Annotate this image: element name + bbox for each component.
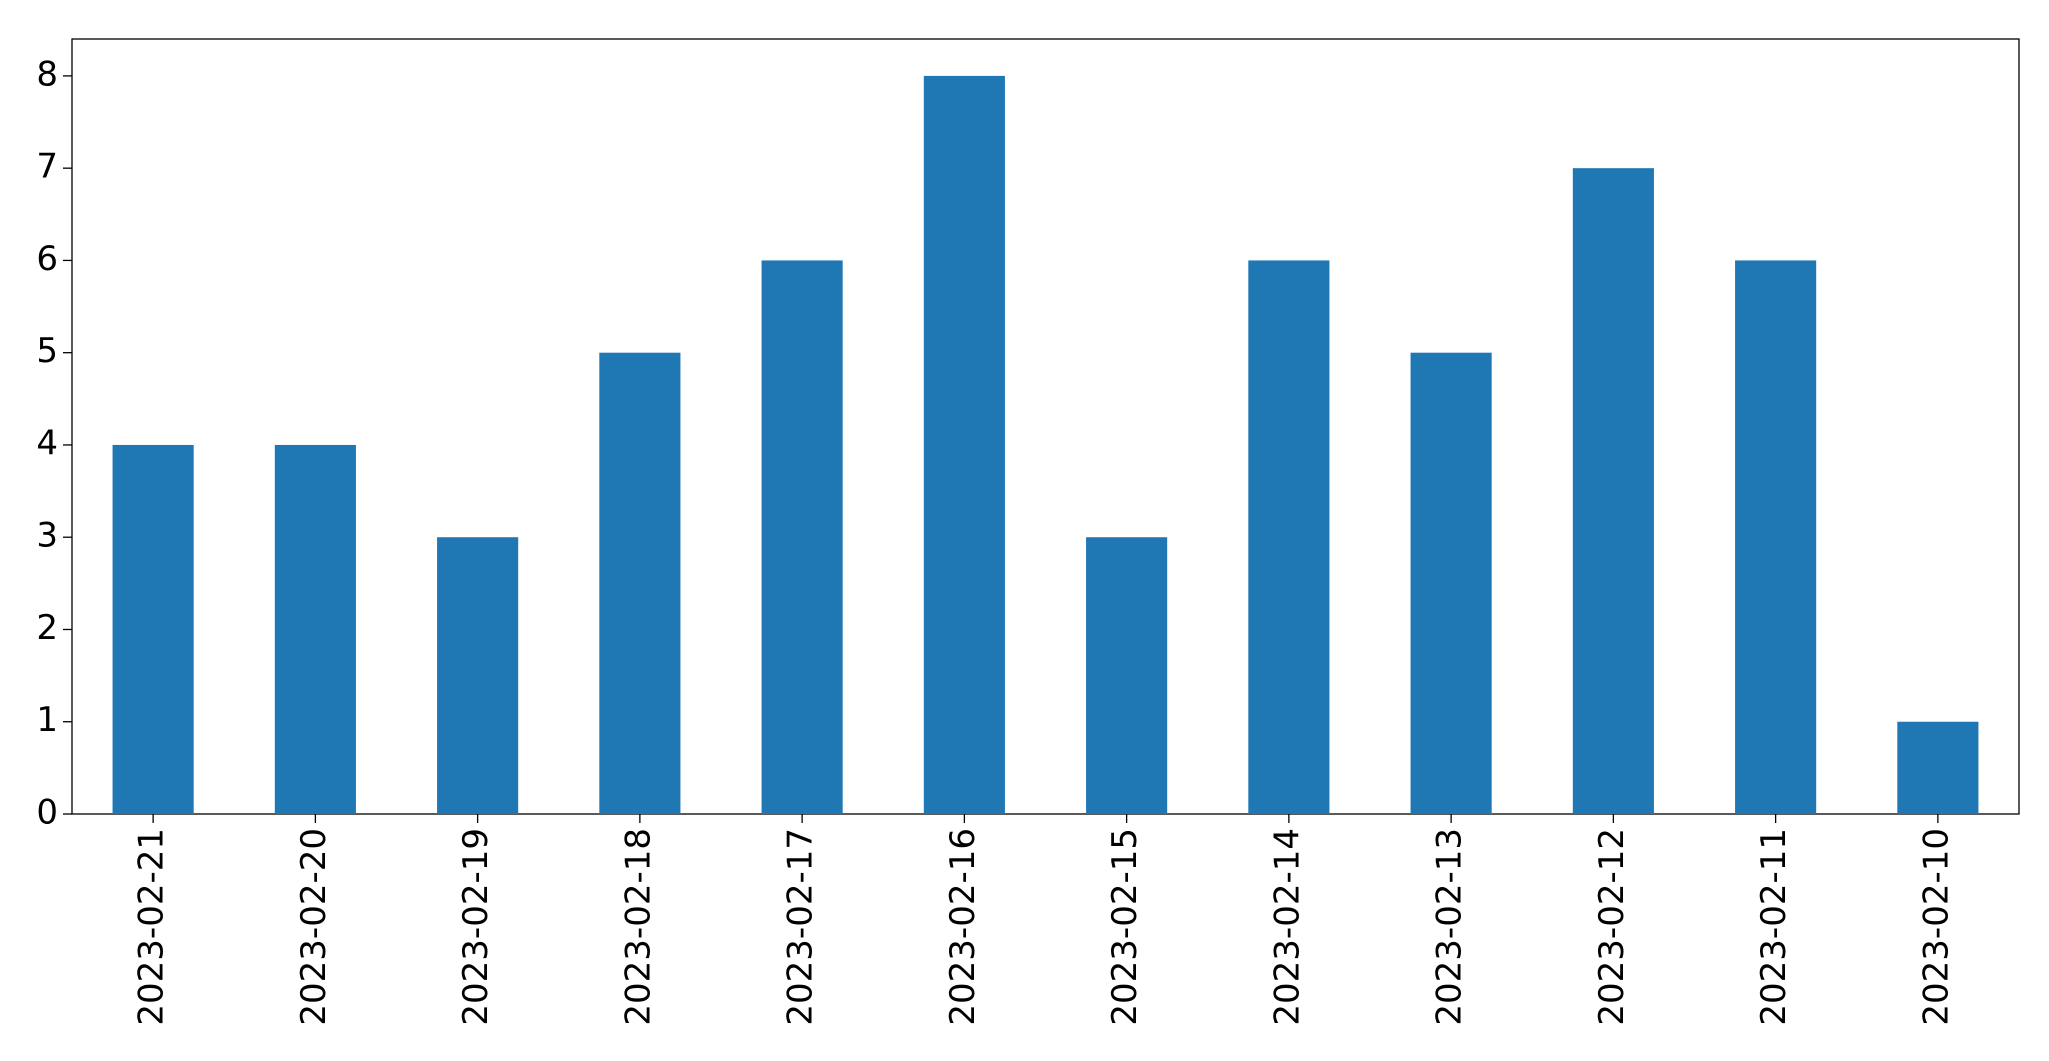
- bar: [1735, 260, 1817, 814]
- x-tick-label: 2023-02-17: [781, 828, 821, 1026]
- y-tick-label: 7: [36, 147, 58, 187]
- bar: [1897, 721, 1979, 814]
- bar: [1248, 260, 1330, 814]
- x-tick-label: 2023-02-13: [1430, 828, 1470, 1026]
- bar: [1410, 352, 1492, 814]
- x-tick-label: 2023-02-12: [1592, 828, 1632, 1026]
- x-tick-label: 2023-02-14: [1267, 828, 1307, 1026]
- x-tick-label: 2023-02-21: [132, 828, 172, 1026]
- y-tick-label: 3: [36, 516, 58, 556]
- x-tick-label: 2023-02-15: [1105, 828, 1145, 1026]
- x-tick-label: 2023-02-16: [943, 828, 983, 1026]
- y-tick-label: 2: [36, 608, 58, 648]
- bar: [274, 444, 356, 814]
- y-tick-label: 0: [36, 793, 58, 833]
- x-tick-label: 2023-02-18: [618, 828, 658, 1026]
- y-tick-label: 6: [36, 239, 58, 279]
- bar: [761, 260, 843, 814]
- x-tick-label: 2023-02-11: [1754, 828, 1794, 1026]
- plot-frame: [71, 38, 2020, 815]
- bar: [1086, 537, 1168, 814]
- x-tick-label: 2023-02-10: [1916, 828, 1956, 1026]
- y-tick-label: 1: [36, 700, 58, 740]
- x-tick-label: 2023-02-19: [456, 828, 496, 1026]
- bar: [599, 352, 681, 814]
- bar: [112, 444, 194, 814]
- x-tick-label: 2023-02-20: [294, 828, 334, 1026]
- y-tick-label: 8: [36, 54, 58, 94]
- bar: [437, 537, 519, 814]
- y-tick-label: 5: [36, 331, 58, 371]
- bar: [1572, 168, 1654, 814]
- y-tick-label: 4: [36, 423, 58, 463]
- bar: [923, 75, 1005, 814]
